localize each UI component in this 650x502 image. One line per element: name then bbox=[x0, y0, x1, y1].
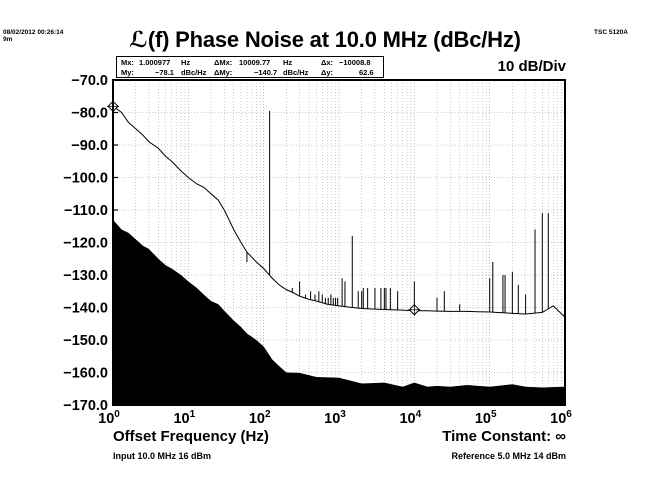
y-tick-label: −70.0 bbox=[71, 73, 108, 89]
input-info: Input 10.0 MHz 16 dBm bbox=[113, 451, 212, 461]
marker-my-label: My: bbox=[121, 68, 134, 77]
chart-title: ℒ(f) Phase Noise at 10.0 MHz (dBc/Hz) bbox=[129, 27, 521, 52]
marker-dmx-label: ΔMx: bbox=[214, 58, 233, 67]
noise-floor-area bbox=[113, 219, 565, 405]
timestamp-line-2: 9m bbox=[3, 36, 13, 43]
scale-per-division: 10 dB/Div bbox=[497, 58, 566, 75]
x-tick-label: 102 bbox=[249, 409, 271, 427]
timestamp-line-1: 08/02/2012 00:26:14 bbox=[3, 29, 64, 36]
marker-dx-label: Δx: bbox=[321, 58, 334, 67]
phase-noise-trace bbox=[112, 105, 566, 318]
instrument-model: TSC 5120A bbox=[594, 29, 628, 36]
y-tick-label: −170.0 bbox=[63, 398, 108, 414]
x-tick-label: 105 bbox=[475, 409, 497, 427]
y-tick-label: −130.0 bbox=[63, 268, 108, 284]
marker-dy-value: 62.6 bbox=[359, 68, 374, 77]
marker-readout-box: Mx: 1.000977 Hz My: −78.1 dBc/Hz ΔMx: 10… bbox=[116, 56, 384, 78]
marker-mx-value: 1.000977 bbox=[139, 58, 171, 67]
x-axis-title: Offset Frequency (Hz) bbox=[113, 428, 269, 445]
marker-dmx-value: 10009.77 bbox=[239, 58, 271, 67]
time-constant: Time Constant: ∞ bbox=[442, 428, 566, 445]
marker-my-value: −78.1 bbox=[155, 68, 174, 77]
y-tick-label: −90.0 bbox=[71, 138, 108, 154]
y-tick-label: −140.0 bbox=[63, 301, 108, 317]
marker-dmy-unit: dBc/Hz bbox=[283, 68, 309, 77]
marker-dx-value: −10008.8 bbox=[339, 58, 371, 67]
reference-info: Reference 5.0 MHz 14 dBm bbox=[451, 451, 566, 461]
x-tick-label: 106 bbox=[550, 409, 572, 427]
y-tick-label: −80.0 bbox=[71, 106, 108, 122]
marker-dmx-unit: Hz bbox=[283, 58, 293, 67]
x-tick-label: 103 bbox=[324, 409, 346, 427]
timestamp: 08/02/2012 00:26:14 9m bbox=[3, 29, 63, 43]
x-tick-label: 101 bbox=[173, 409, 195, 427]
marker-dy-label: Δy: bbox=[321, 68, 334, 77]
y-tick-label: −120.0 bbox=[63, 236, 108, 252]
marker-mx-unit: Hz bbox=[181, 58, 191, 67]
x-tick-label: 100 bbox=[98, 409, 120, 427]
marker-dmy-label: ΔMy: bbox=[214, 68, 233, 77]
y-tick-label: −100.0 bbox=[63, 171, 108, 187]
marker-dmy-value: −140.7 bbox=[254, 68, 278, 77]
y-tick-label: −150.0 bbox=[63, 333, 108, 349]
x-tick-label: 104 bbox=[399, 409, 421, 427]
marker-my-unit: dBc/Hz bbox=[181, 68, 207, 77]
y-tick-label: −110.0 bbox=[64, 203, 108, 219]
y-tick-label: −160.0 bbox=[63, 366, 108, 382]
marker-mx-label: Mx: bbox=[121, 58, 134, 67]
